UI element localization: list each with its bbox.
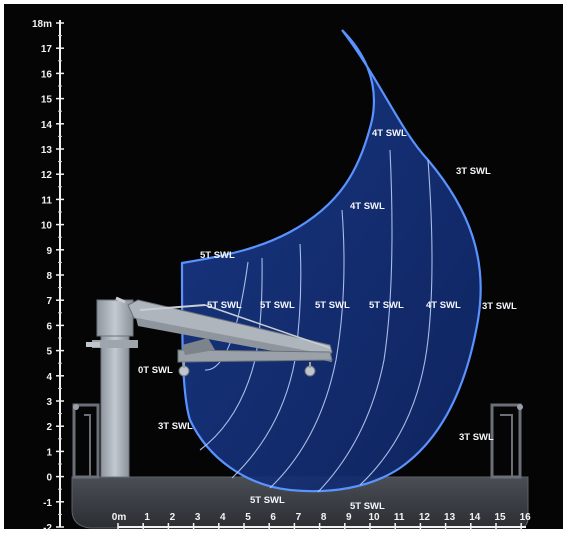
x-tick-label: 6	[270, 512, 276, 523]
y-tick-label: 8	[46, 271, 52, 282]
y-tick-label: 18m	[32, 19, 52, 30]
x-tick-label: 14	[469, 512, 481, 523]
y-tick-label: -2	[43, 523, 52, 533]
swl-label-3t-upper: 3T SWL	[456, 166, 491, 177]
y-tick-label: 1	[46, 447, 52, 458]
y-tick-label: 9	[46, 246, 52, 257]
x-tick-label: 16	[520, 512, 532, 523]
y-tick-label: 5	[46, 347, 52, 358]
x-tick-label: 15	[494, 512, 506, 523]
x-tick-label: 13	[444, 512, 456, 523]
swl-label-5t-bottom-right: 5T SWL	[350, 501, 385, 512]
y-tick-label: 13	[41, 145, 53, 156]
swl-label-5t-bottom: 5T SWL	[250, 495, 285, 506]
swl-label-5t-row-1: 5T SWL	[207, 300, 242, 311]
crane	[86, 296, 333, 478]
x-tick-label: 9	[346, 512, 352, 523]
y-tick-label: 2	[46, 422, 52, 433]
x-tick-label: 10	[368, 512, 380, 523]
y-tick-label: 3	[46, 397, 52, 408]
swl-label-0t: 0T SWL	[138, 365, 173, 376]
y-tick-label: 11	[41, 195, 52, 206]
swl-label-4t-row: 4T SWL	[426, 300, 461, 311]
y-tick-label: 4	[46, 372, 52, 383]
y-tick-label: 7	[46, 296, 52, 307]
x-axis: 0m 1 2 3 4 5 6 7 8 9 10 11 12 13 14 15 16	[112, 512, 531, 531]
swl-label-4t-mid: 4T SWL	[350, 201, 385, 212]
y-tick-label: 14	[41, 120, 53, 131]
y-tick-label: 6	[46, 321, 52, 332]
y-tick-label: 0	[46, 473, 52, 484]
swl-label-5t-row-3: 5T SWL	[315, 300, 350, 311]
swl-label-3t-row: 3T SWL	[482, 301, 517, 312]
x-tick-label: 12	[419, 512, 431, 523]
y-tick-label: 17	[41, 44, 53, 55]
x-tick-label: 7	[296, 512, 302, 523]
x-tick-label: 4	[220, 512, 226, 523]
load-envelope	[180, 29, 482, 493]
x-tick-label: 3	[195, 512, 201, 523]
swl-label-5t-left: 5T SWL	[200, 250, 235, 261]
x-tick-label: 11	[394, 512, 405, 523]
x-tick-label: 1	[144, 512, 150, 523]
swl-label-3t-lower-right: 3T SWL	[459, 432, 494, 443]
x-tick-label: 8	[321, 512, 327, 523]
swl-label-5t-row-2: 5T SWL	[260, 300, 295, 311]
y-tick-label: 15	[41, 95, 53, 106]
y-tick-label: 10	[41, 221, 53, 232]
swl-labels: 4T SWL 3T SWL 4T SWL 5T SWL 5T SWL 5T SW…	[138, 128, 517, 512]
x-tick-label: 2	[170, 512, 176, 523]
swl-label-4t-top: 4T SWL	[372, 128, 407, 139]
x-tick-label: 5	[245, 512, 251, 523]
y-tick-label: 16	[41, 69, 53, 80]
y-tick-label: 12	[41, 170, 53, 181]
x-tick-label: 0m	[112, 512, 127, 523]
swl-label-5t-row-4: 5T SWL	[369, 300, 404, 311]
y-tick-label: -1	[43, 498, 52, 509]
swl-label-3t-lower-left: 3T SWL	[158, 421, 193, 432]
